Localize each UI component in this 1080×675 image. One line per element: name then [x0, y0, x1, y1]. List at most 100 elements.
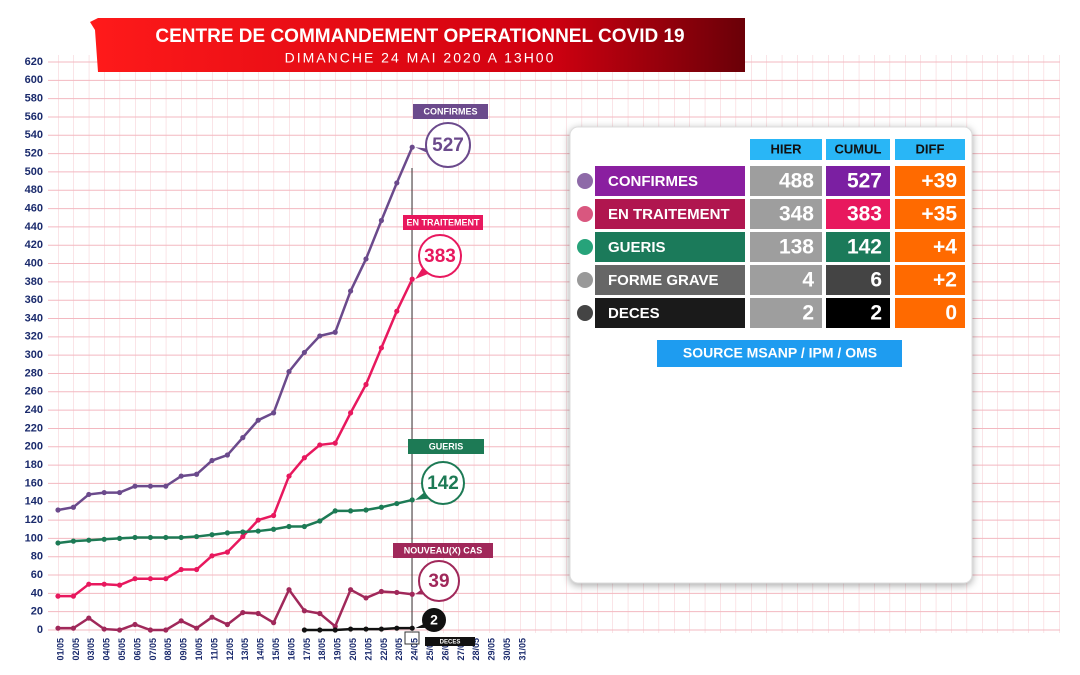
y-tick-label: 460	[25, 202, 43, 214]
point	[147, 627, 153, 633]
callout-bubble	[418, 234, 462, 278]
point	[301, 608, 307, 614]
x-tick-label: 24/05	[410, 638, 420, 661]
point	[163, 483, 169, 489]
y-tick-label: 600	[25, 74, 43, 86]
point	[348, 626, 354, 632]
y-tick-label: 60	[31, 569, 43, 581]
callout-bubble	[421, 461, 465, 505]
point	[101, 626, 107, 632]
point	[286, 587, 292, 593]
point	[301, 523, 307, 530]
point	[117, 627, 123, 633]
cell-value: 527	[847, 170, 882, 193]
x-tick-label: 18/05	[317, 638, 327, 661]
x-tick-label: 03/05	[86, 638, 96, 661]
point	[409, 144, 415, 150]
y-tick-label: 620	[25, 56, 43, 68]
y-tick-label: 160	[25, 477, 43, 489]
point	[70, 625, 76, 631]
series-tag	[413, 104, 488, 119]
point	[332, 627, 338, 633]
cell-value: 138	[779, 236, 814, 259]
row-label: EN TRAITEMENT	[608, 206, 730, 223]
point	[86, 615, 92, 621]
x-tick-label: 04/05	[102, 638, 112, 661]
row-label: DECES	[608, 305, 660, 322]
point	[194, 471, 200, 477]
y-tick-label: 100	[25, 532, 43, 544]
point	[271, 410, 277, 416]
point	[348, 508, 354, 514]
point	[178, 473, 184, 479]
callout-value: 383	[424, 246, 456, 267]
row-label-cell	[595, 265, 745, 295]
series-tag	[393, 543, 493, 558]
series-tag-label: DECES	[440, 640, 461, 646]
x-tick-label: 05/05	[117, 638, 127, 661]
y-tick-label: 480	[25, 184, 43, 196]
point	[332, 623, 338, 629]
y-tick-label: 520	[25, 148, 43, 160]
cell-bg	[750, 298, 822, 328]
x-tick-label: 06/05	[132, 638, 142, 661]
cell-value: 4	[802, 269, 814, 292]
today-box	[404, 631, 420, 645]
point	[147, 483, 153, 489]
cell-value: +39	[921, 170, 957, 193]
y-tick-label: 380	[25, 276, 43, 288]
column-header	[826, 139, 890, 160]
point	[348, 587, 354, 593]
point	[163, 534, 169, 541]
y-tick-label: 140	[25, 496, 43, 508]
x-tick-label: 27/05	[456, 638, 466, 661]
point	[194, 533, 200, 540]
x-tick-label: 17/05	[302, 638, 312, 661]
x-tick-label: 02/05	[71, 638, 81, 661]
title-banner	[90, 18, 745, 72]
point	[332, 329, 338, 335]
cell-bg	[750, 232, 822, 262]
point	[394, 500, 400, 507]
x-tick-label: 31/05	[517, 638, 527, 661]
point	[55, 625, 61, 631]
point	[117, 582, 123, 588]
x-tick-label: 10/05	[194, 638, 204, 661]
point	[286, 473, 292, 479]
point	[101, 536, 107, 542]
point	[255, 417, 261, 423]
x-tick-label: 21/05	[363, 638, 373, 661]
column-header	[895, 139, 965, 160]
callout-bubble	[425, 122, 471, 168]
point	[224, 530, 230, 536]
point	[70, 538, 76, 544]
point	[209, 457, 215, 464]
y-tick-label: 240	[25, 404, 43, 416]
x-tick-label: 22/05	[379, 638, 389, 661]
y-tick-label: 0	[37, 624, 43, 636]
point	[240, 435, 246, 441]
point	[86, 537, 92, 543]
point	[378, 626, 384, 632]
source-button	[657, 340, 902, 367]
cell-bg	[895, 265, 965, 295]
y-tick-label: 420	[25, 239, 43, 251]
point	[132, 621, 138, 628]
cell-value: 6	[870, 269, 882, 292]
y-tick-label: 220	[25, 422, 43, 434]
series-tag	[425, 637, 475, 646]
point	[117, 535, 123, 541]
source-label: SOURCE MSANP / IPM / OMS	[683, 345, 877, 361]
series-tag	[403, 215, 483, 230]
point	[240, 533, 246, 540]
point	[394, 308, 400, 314]
row-dot	[577, 239, 593, 255]
title: CENTRE DE COMMANDEMENT OPERATIONNEL COVI…	[155, 26, 684, 47]
y-tick-label: 440	[25, 221, 43, 233]
cell-value: 0	[945, 302, 957, 325]
cell-value: 142	[847, 236, 882, 259]
row-label-cell	[595, 166, 745, 196]
x-tick-label: 20/05	[348, 638, 358, 661]
